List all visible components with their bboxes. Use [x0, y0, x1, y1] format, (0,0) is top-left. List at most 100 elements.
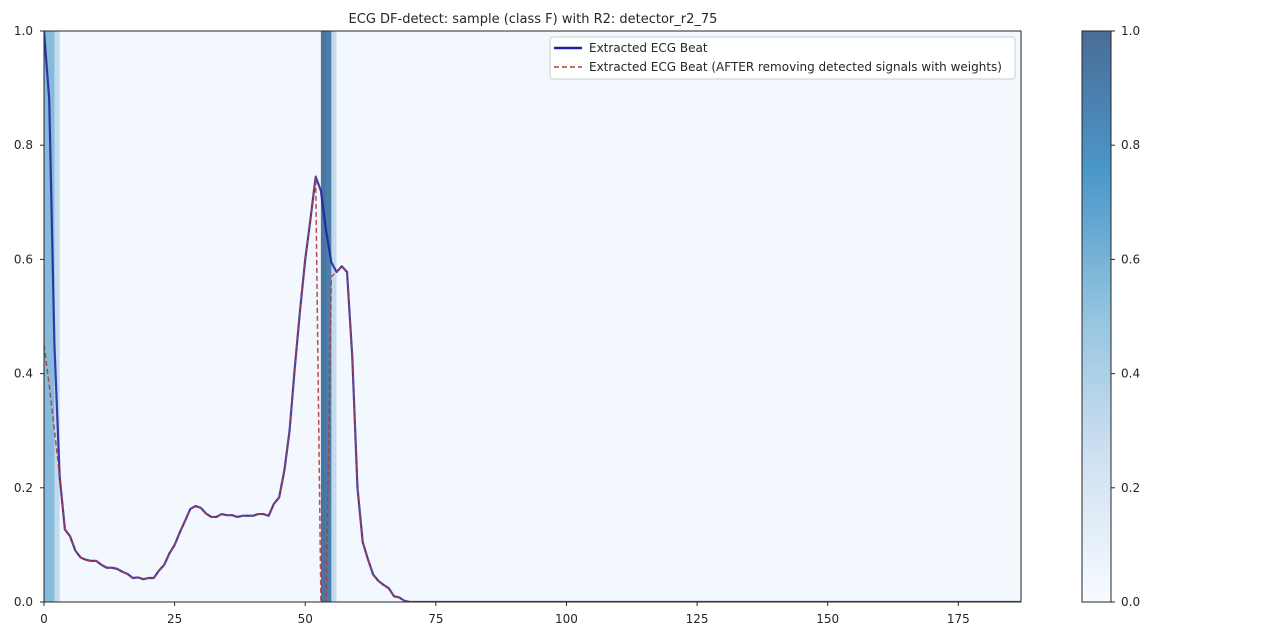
heatmap-background	[44, 31, 1053, 602]
heatmap-cell	[712, 31, 719, 602]
heatmap-cell	[148, 31, 155, 602]
legend-box	[549, 36, 1016, 80]
heatmap-cell	[226, 31, 233, 602]
heatmap-cell	[838, 31, 844, 602]
heatmap-cell	[916, 31, 923, 602]
heatmap-cell	[827, 31, 834, 602]
heatmap-cell	[320, 31, 327, 602]
heatmap-cell	[613, 31, 620, 602]
heatmap-cell	[566, 31, 573, 602]
heatmap-cell	[1015, 31, 1021, 602]
heatmap-cell	[117, 31, 123, 602]
heatmap-cell	[336, 31, 343, 602]
heatmap-cell	[864, 31, 871, 602]
heatmap-cell	[101, 31, 108, 602]
heatmap-cell	[744, 31, 750, 602]
heatmap-cell	[1021, 31, 1027, 602]
heatmap-cell	[859, 31, 865, 602]
heatmap-cell	[1037, 31, 1043, 602]
heatmap-cell	[707, 31, 714, 602]
colorbar-gradient	[1081, 30, 1112, 603]
heatmap-cell	[378, 31, 385, 602]
colorbar-ticks: 0.0 0.2 0.4 0.6 0.8 1.0	[1111, 24, 1140, 609]
heatmap-cell	[315, 31, 322, 602]
heatmap-cell	[676, 31, 683, 602]
heatmap-cell	[503, 31, 510, 602]
heatmap-cell	[1026, 31, 1032, 602]
heatmap-cell	[273, 31, 280, 602]
heatmap-cell	[425, 31, 432, 602]
heatmap-cell	[305, 31, 312, 602]
heatmap-cell	[906, 31, 912, 602]
heatmap-cell	[430, 31, 437, 602]
heatmap-cell	[80, 31, 87, 602]
heatmap-cell	[91, 31, 97, 602]
heatmap-cell	[394, 31, 400, 602]
heatmap-cell	[812, 31, 818, 602]
heatmap-cell	[785, 31, 792, 602]
heatmap-cell	[388, 31, 395, 602]
heatmap-cell	[185, 31, 191, 602]
heatmap-cell	[989, 31, 996, 602]
heatmap-cell	[216, 31, 223, 602]
heatmap-cell	[252, 31, 259, 602]
heatmap-cell	[817, 31, 824, 602]
heatmap-cell	[441, 31, 447, 602]
heatmap-cell	[1047, 31, 1053, 602]
heatmap-cell	[70, 31, 76, 602]
heatmap-cell	[843, 31, 850, 602]
heatmap-cell	[592, 31, 599, 602]
heatmap-cell	[660, 31, 667, 602]
heatmap-cell	[106, 31, 113, 602]
heatmap-cell	[545, 31, 552, 602]
heatmap-cell	[237, 31, 244, 602]
heatmap-cell	[414, 31, 421, 602]
heatmap-cell	[775, 31, 782, 602]
colorbar: 0.0 0.2 0.4 0.6 0.8 1.0	[1081, 24, 1140, 609]
y-axis: 0.0 0.2 0.4 0.6 0.8 1.0	[14, 24, 44, 609]
heatmap-cell	[806, 31, 813, 602]
heatmap-cell	[514, 31, 521, 602]
heatmap-cell	[44, 31, 50, 602]
heatmap-cell	[482, 31, 489, 602]
heatmap-cell	[1010, 31, 1017, 602]
heatmap-cell	[169, 31, 176, 602]
heatmap-cell	[895, 31, 902, 602]
heatmap-cell	[670, 31, 677, 602]
heatmap-cell	[111, 31, 118, 602]
heatmap-cell	[467, 31, 474, 602]
colorbar-tick-label: 0.2	[1121, 481, 1140, 495]
y-tick-label: 0.0	[14, 595, 33, 609]
heatmap-cell	[994, 31, 1001, 602]
heatmap-cell	[629, 31, 635, 602]
heatmap-cell	[869, 31, 876, 602]
series-layer	[44, 31, 1021, 602]
heatmap-cell	[733, 31, 740, 602]
heatmap-cell	[958, 31, 965, 602]
heatmap-cell	[435, 31, 442, 602]
heatmap-cell	[561, 31, 568, 602]
heatmap-cell	[331, 31, 338, 602]
heatmap-cell	[122, 31, 129, 602]
x-tick-label: 75	[428, 612, 443, 626]
heatmap-cell	[138, 31, 144, 602]
heatmap-cell	[367, 31, 374, 602]
heatmap-cell	[623, 31, 630, 602]
heatmap-cell	[984, 31, 991, 602]
heatmap-cell	[911, 31, 918, 602]
heatmap-cell	[582, 31, 588, 602]
heatmap-cell	[498, 31, 505, 602]
heatmap-cell	[556, 31, 562, 602]
colorbar-tick-label: 0.4	[1121, 367, 1140, 381]
heatmap-cell	[373, 31, 379, 602]
heatmap-cell	[728, 31, 735, 602]
heatmap-cell	[190, 31, 197, 602]
heatmap-cell	[268, 31, 275, 602]
heatmap-cell	[211, 31, 218, 602]
heatmap-cell	[791, 31, 797, 602]
heatmap-cell	[697, 31, 703, 602]
legend-label-series-2: Extracted ECG Beat (AFTER removing detec…	[589, 60, 1002, 74]
heatmap-cell	[550, 31, 557, 602]
